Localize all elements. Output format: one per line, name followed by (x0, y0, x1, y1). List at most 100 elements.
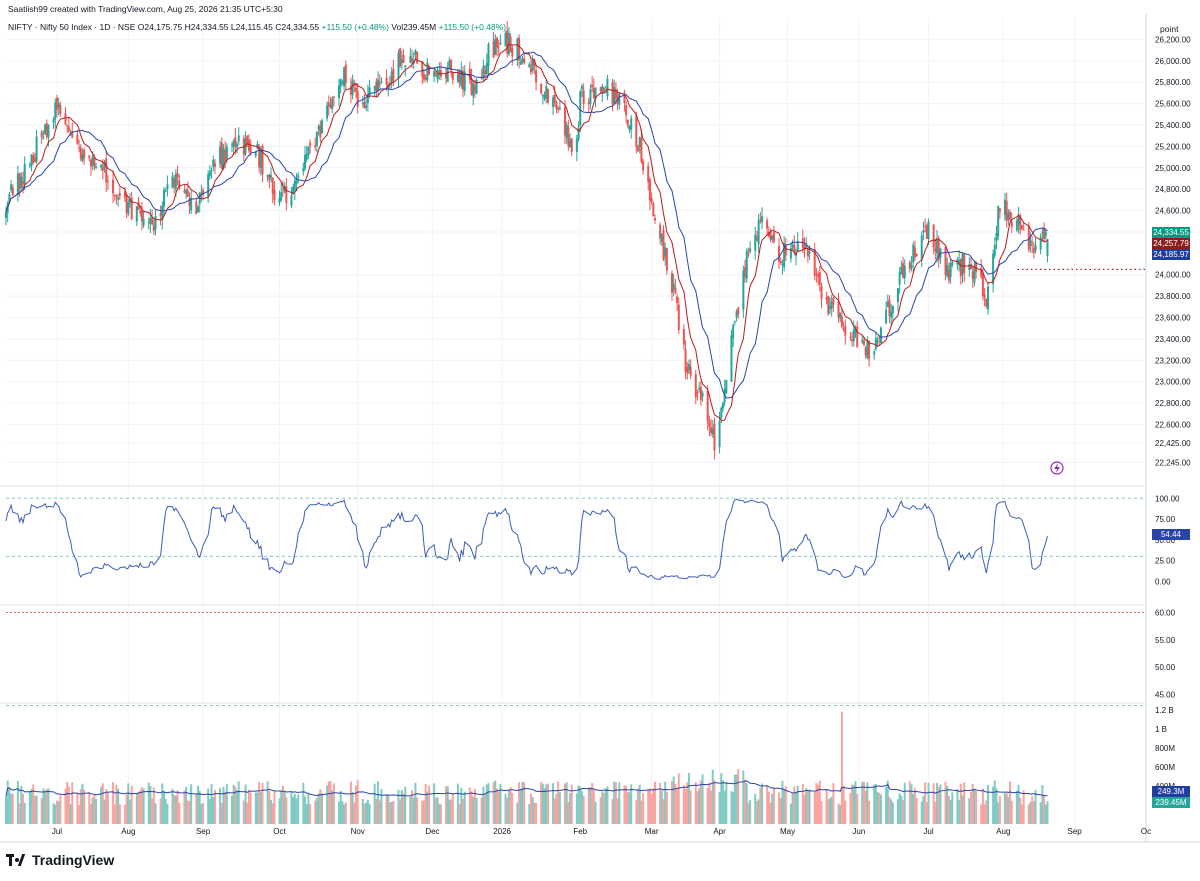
candle (759, 219, 762, 221)
volume-bar (365, 802, 368, 824)
candle (1007, 213, 1010, 219)
candle (166, 184, 169, 190)
volume-bar (412, 797, 415, 824)
volume-bar (1020, 804, 1023, 824)
volume-bar (920, 801, 923, 824)
candle (981, 273, 984, 296)
volume-bar (64, 788, 67, 824)
volume-bar (448, 799, 451, 824)
volume-bar (439, 804, 442, 824)
candle (290, 195, 293, 206)
volume-bar (480, 797, 483, 824)
price-tick-label: 23,200.00 (1155, 356, 1191, 365)
candle (130, 198, 133, 219)
time-tick-label: Sep (1068, 827, 1083, 836)
candle (628, 126, 631, 131)
volume-bar (771, 793, 774, 824)
volume-bar (783, 789, 786, 824)
candle (506, 30, 509, 54)
candle (112, 179, 115, 194)
candle (472, 83, 475, 97)
volume-bar (592, 789, 595, 824)
tradingview-logo[interactable]: TradingView (6, 852, 114, 868)
candle (540, 83, 543, 94)
candle (79, 147, 82, 159)
candle (818, 272, 821, 285)
volume-bar (242, 800, 245, 824)
volume-bar (283, 790, 286, 824)
candle (575, 138, 578, 153)
ma-slow-line (5, 51, 1048, 399)
volume-bar (337, 801, 340, 824)
candle (305, 153, 308, 160)
symbol-name[interactable]: NIFTY · Nifty 50 Index · 1D · NSE (8, 22, 136, 32)
ohlc-low: L24,115.45 (230, 22, 273, 32)
volume-bar (545, 784, 548, 824)
volume-tick-label: 800M (1155, 744, 1175, 753)
volume-bar (188, 800, 191, 824)
volume-bar (105, 788, 108, 824)
candle (888, 299, 891, 317)
candle (925, 225, 928, 239)
volume-bar (625, 785, 628, 824)
volume-bar (516, 802, 519, 824)
candle (844, 326, 847, 336)
volume-bar (626, 792, 629, 824)
volume-last-badge: 239.45M (1152, 797, 1190, 808)
candle (421, 61, 424, 77)
candle (591, 84, 594, 88)
candle (791, 244, 794, 248)
candle (711, 428, 714, 434)
candle (1044, 231, 1047, 237)
volume-bar (992, 786, 995, 824)
volume-bar (472, 796, 475, 824)
candle (326, 105, 329, 119)
candle (247, 139, 250, 151)
candle (23, 163, 26, 184)
candle (523, 58, 526, 64)
candle (706, 391, 709, 421)
volume-bar (451, 793, 454, 824)
volume-bar (254, 792, 257, 824)
volume-bar (139, 790, 142, 824)
oscillator-tick-label: 0.00 (1155, 577, 1171, 586)
volume-bar (388, 802, 391, 824)
candle (589, 89, 592, 105)
candle (687, 363, 690, 370)
ohlc-high: H24,334.55 (184, 22, 229, 32)
candle (368, 87, 371, 95)
candle (402, 55, 405, 63)
price-tick-label: 25,800.00 (1155, 78, 1191, 87)
volume-bar (91, 797, 94, 824)
oscillator-tick-label: 25.00 (1155, 557, 1176, 566)
candle (832, 298, 835, 305)
volume-bar (123, 804, 126, 824)
volume-bar (557, 781, 560, 824)
candle (317, 126, 320, 130)
volume-bar (521, 781, 524, 824)
volume-bar (93, 794, 96, 824)
candle (570, 138, 573, 153)
candle (482, 65, 485, 78)
candle (735, 311, 738, 318)
candle (354, 87, 357, 92)
volume-bar (261, 782, 264, 824)
candle (552, 97, 555, 107)
volume-bar (589, 787, 592, 824)
candle (951, 262, 954, 266)
volume-bar (932, 783, 935, 824)
candle (30, 154, 33, 167)
candle (971, 271, 974, 279)
candle (292, 186, 295, 193)
candle (76, 134, 79, 144)
volume-bar (315, 798, 318, 824)
volume-bar (759, 787, 762, 824)
candle (732, 324, 735, 339)
price-tick-label: 22,800.00 (1155, 399, 1191, 408)
volume-bar (411, 790, 414, 824)
volume-bar (733, 774, 736, 824)
volume-bar (659, 782, 662, 824)
candle (11, 187, 14, 196)
price-tick-label: 23,800.00 (1155, 292, 1191, 301)
